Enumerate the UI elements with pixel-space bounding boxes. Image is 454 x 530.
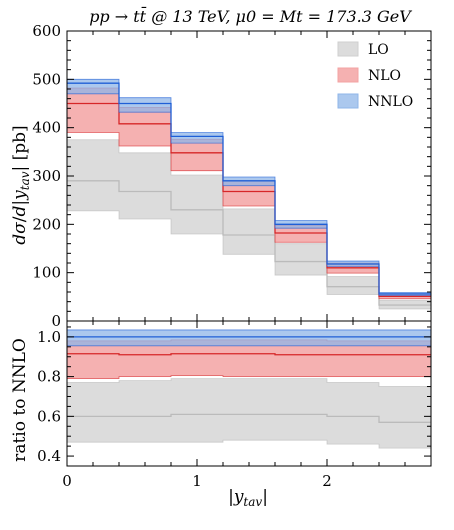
main-lo-band-1 (119, 152, 171, 220)
legend-label-lo: LO (368, 42, 389, 58)
ratio-nnlo-band-6 (379, 329, 431, 346)
legend-swatch-nnlo (337, 93, 359, 109)
ratio-nnlo-band-2 (171, 329, 223, 346)
main-nnlo-central (67, 82, 431, 295)
chart-title: pp → tt̄ @ 13 TeV, μ0 = Mt = 173.3 GeV (89, 5, 412, 26)
main-y-tick-label: 500 (32, 70, 61, 88)
ratio-lo-band-1 (119, 380, 171, 443)
x-tick-label: 1 (192, 472, 202, 490)
legend-swatch-nlo (337, 67, 359, 83)
main-nnlo-band-0 (67, 79, 119, 94)
main-lo-band-0 (67, 139, 119, 211)
main-lo-band-3 (223, 208, 275, 255)
main-nlo-band-1 (119, 107, 171, 147)
ratio-y-tick-label: 1.0 (37, 328, 61, 346)
main-lo-band-2 (171, 175, 223, 234)
legend: LO NLO NNLO (337, 41, 413, 110)
ratio-nlo-band-5 (327, 340, 379, 377)
ratio-lo-band-6 (379, 386, 431, 449)
main-lo-band-5 (327, 276, 379, 295)
main-y-tick-label: 100 (32, 264, 61, 282)
ratio-y-tick-label: 0.8 (37, 368, 61, 386)
ratio-panel-bands (67, 329, 431, 449)
x-tick-label: 2 (322, 472, 332, 490)
main-lo-central (67, 180, 431, 306)
main-y-axis-label: dσ/d|ytav| [pb] (10, 125, 32, 244)
ratio-nnlo-band-1 (119, 329, 171, 346)
ratio-nnlo-band-5 (327, 329, 379, 346)
ratio-nlo-band-0 (67, 340, 119, 379)
main-panel-bands (67, 78, 431, 310)
main-nnlo-band-2 (171, 132, 223, 144)
ratio-nlo-band-1 (119, 340, 171, 377)
main-nlo-central (67, 102, 431, 297)
main-nnlo-band-1 (119, 97, 171, 113)
main-lo-band-4 (275, 243, 327, 276)
ratio-nnlo-band-4 (275, 329, 327, 346)
main-nlo-band-4 (275, 225, 327, 243)
main-y-tick-label: 600 (32, 22, 61, 40)
main-y-tick-label: 400 (32, 119, 61, 137)
ratio-lo-band-5 (327, 382, 379, 445)
main-lo-upper-edge (67, 139, 431, 301)
ratio-nlo-band-6 (379, 340, 431, 377)
ratio-lo-upper-edge (67, 378, 431, 387)
main-nnlo-upper-edge (67, 78, 431, 293)
main-nnlo-lower-edge (67, 93, 431, 296)
main-nlo-band-2 (171, 139, 223, 171)
x-axis-label: |ytav| (228, 487, 268, 509)
ratio-nlo-lower-edge (67, 375, 431, 380)
legend-label-nlo: NLO (368, 68, 401, 84)
ratio-nlo-central (67, 353, 431, 356)
ratio-y-tick-label: 0.6 (37, 407, 61, 425)
legend-swatch-lo (337, 41, 359, 57)
main-lo-lower-edge (67, 210, 431, 310)
ratio-nnlo-band-0 (67, 329, 119, 346)
ratio-y-tick-label: 0.4 (37, 447, 61, 465)
ratio-lo-band-3 (223, 378, 275, 441)
ratio-lo-lower-edge (67, 439, 431, 449)
main-nlo-band-0 (67, 88, 119, 133)
ratio-lo-band-2 (171, 378, 223, 443)
main-y-tick-label: 200 (32, 215, 61, 233)
ratio-y-axis-label: ratio to NNLO (10, 338, 30, 462)
ratio-nnlo-band-3 (223, 329, 275, 346)
x-tick-label: 0 (62, 472, 72, 490)
ratio-lo-central (67, 413, 431, 423)
main-y-tick-label: 300 (32, 167, 61, 185)
ratio-lo-band-0 (67, 382, 119, 443)
ratio-lo-band-4 (275, 378, 327, 441)
main-nlo-lower-edge (67, 132, 431, 300)
legend-label-nnlo: NNLO (368, 94, 413, 110)
main-y-tick-label: 0 (51, 312, 61, 330)
